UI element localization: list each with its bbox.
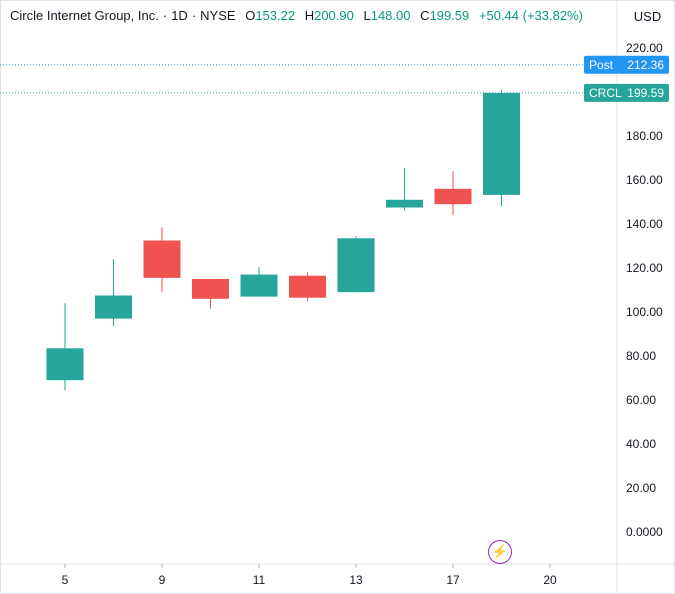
price-badge <box>584 55 669 74</box>
candle-body[interactable] <box>143 240 181 278</box>
y-tick-label: 120.00 <box>626 261 663 275</box>
x-tick-label: 5 <box>62 573 69 587</box>
y-tick-label: 80.00 <box>626 349 656 363</box>
legend-separator: · <box>162 8 168 23</box>
close-value: 199.59 <box>429 8 470 23</box>
lightning-bolt-icon[interactable]: ⚡ <box>488 540 512 564</box>
exchange-label: NYSE <box>200 8 236 23</box>
price-badge-label: CRCL <box>589 86 622 100</box>
candle-body[interactable] <box>289 275 326 298</box>
price-lines-layer: Post 212.36 CRCL 199.59 <box>0 55 669 102</box>
candle-body[interactable] <box>386 199 423 208</box>
y-tick-label: 140.00 <box>626 217 663 231</box>
y-tick-label: 0.0000 <box>626 525 663 539</box>
low-value: 148.00 <box>370 8 411 23</box>
low-label: L <box>363 8 371 23</box>
open-value: 153.22 <box>255 8 296 23</box>
change-value: +50.44 (+33.82%) <box>478 8 583 23</box>
legend-separator: · <box>191 8 197 23</box>
x-tick-label: 20 <box>543 573 557 587</box>
candle-body[interactable] <box>337 238 375 293</box>
candle-body[interactable] <box>483 92 520 195</box>
y-tick-label: 40.00 <box>626 437 656 451</box>
symbol-legend: Circle Internet Group, Inc. · 1D · NYSE O153… <box>10 8 583 23</box>
y-tick-label: 180.00 <box>626 129 663 143</box>
y-tick-label: 20.00 <box>626 481 656 495</box>
y-tick-label: 100.00 <box>626 305 663 319</box>
interval-label: 1D <box>171 8 188 23</box>
high-value: 200.90 <box>314 8 354 23</box>
price-badge-label: Post <box>589 58 614 72</box>
x-tick-label: 9 <box>159 573 166 587</box>
candle-body[interactable] <box>46 348 84 381</box>
currency-selector[interactable]: USD <box>633 8 662 24</box>
price-badge-value: 199.59 <box>627 86 664 100</box>
candles-layer <box>46 90 520 391</box>
open-label: O <box>245 8 256 23</box>
x-tick-label: 17 <box>446 573 460 587</box>
symbol-name: Circle Internet Group, Inc. <box>10 8 159 23</box>
y-tick-label: 220.00 <box>626 41 663 55</box>
x-tick-label: 11 <box>253 573 266 587</box>
candle-body[interactable] <box>240 274 278 297</box>
high-label: H <box>304 8 315 23</box>
price-badge-value: 212.36 <box>627 58 664 72</box>
candle-body[interactable] <box>434 188 472 205</box>
candle-body[interactable] <box>95 295 132 319</box>
x-tick-label: 13 <box>349 573 363 587</box>
y-tick-label: 60.00 <box>626 393 656 407</box>
y-tick-label: 160.00 <box>626 173 663 187</box>
close-label: C <box>420 8 430 23</box>
price-badge <box>584 83 669 102</box>
candle-body[interactable] <box>192 279 229 299</box>
